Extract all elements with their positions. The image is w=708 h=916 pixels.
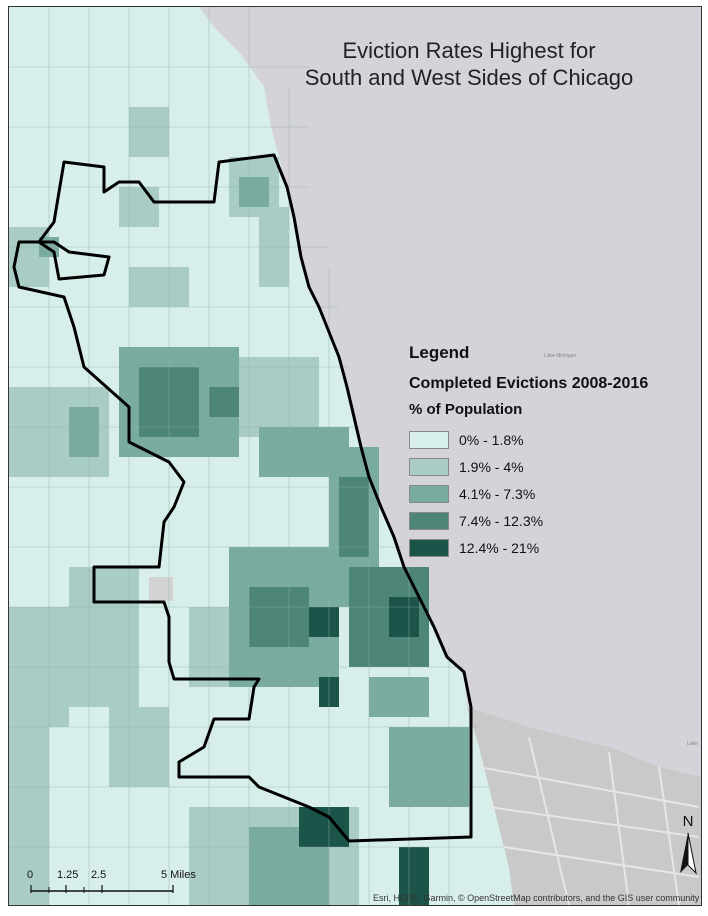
legend-swatch	[409, 430, 449, 449]
legend: Legend Completed Evictions 2008-2016 % o…	[409, 343, 669, 561]
legend-heading: Legend	[409, 343, 470, 362]
legend-label: 0% - 1.8%	[459, 431, 524, 448]
map-title-line2: South and West Sides of Chicago	[304, 65, 634, 90]
map-attribution: Esri, HERE, Garmin, © OpenStreetMap cont…	[373, 893, 700, 903]
legend-label: 1.9% - 4%	[459, 458, 524, 475]
lake-label-lake-michigan: Lake Michigan	[544, 353, 576, 359]
scale-label: 2.5	[91, 869, 107, 881]
legend-swatch	[409, 511, 449, 530]
urban-area	[467, 707, 701, 905]
scale-label: 5 Miles	[161, 869, 196, 881]
scale-label: 0	[27, 869, 34, 881]
city-boundary	[12, 153, 473, 843]
tract-patches	[9, 107, 469, 905]
legend-swatch	[409, 538, 449, 557]
lake-label-lake: Lake	[687, 741, 698, 747]
legend-field: % of Population	[409, 401, 523, 418]
scale-bar: 0 1.25 2.5 5 Miles	[23, 869, 223, 903]
legend-label: 4.1% - 7.3%	[459, 485, 536, 502]
legend-item: 7.4% - 12.3%	[409, 507, 669, 534]
map-title: Eviction Rates Highest for South and Wes…	[249, 37, 689, 91]
legend-swatch	[409, 457, 449, 476]
legend-subtitle: Completed Evictions 2008-2016	[409, 375, 649, 392]
legend-label: 12.4% - 21%	[459, 539, 540, 556]
choropleth-map[interactable]: Lake Michigan Lake	[9, 7, 701, 905]
legend-item: 12.4% - 21%	[409, 534, 669, 561]
legend-item: 1.9% - 4%	[409, 453, 669, 480]
legend-swatch	[409, 484, 449, 503]
north-arrow-icon	[680, 832, 697, 875]
north-letter: N	[682, 813, 694, 830]
legend-item: 4.1% - 7.3%	[409, 480, 669, 507]
north-arrow: N	[673, 813, 701, 875]
tract-lines	[9, 7, 504, 905]
scale-label: 1.25	[57, 869, 79, 881]
urban-streets	[478, 736, 700, 905]
map-title-line1: Eviction Rates Highest for	[342, 38, 596, 63]
legend-label: 7.4% - 12.3%	[459, 512, 544, 529]
map-frame: Lake Michigan Lake Eviction Rates Highes…	[8, 6, 702, 906]
legend-item: 0% - 1.8%	[409, 426, 669, 453]
scale-bar-graphic	[30, 885, 174, 893]
